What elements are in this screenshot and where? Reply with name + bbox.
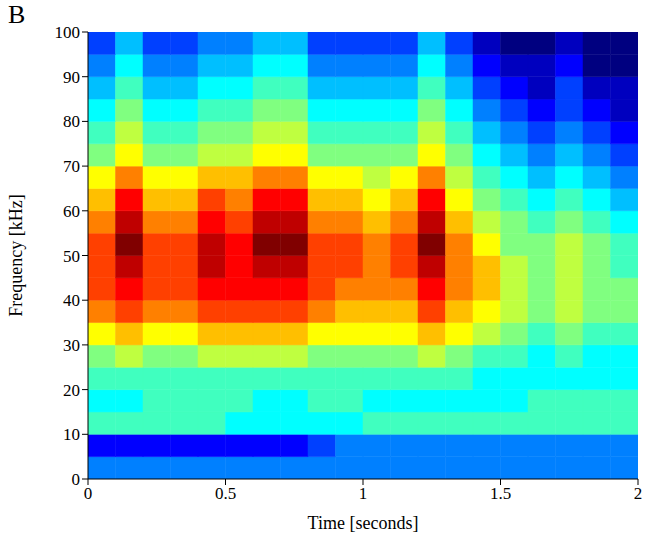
svg-text:50: 50 [63,247,80,266]
svg-text:100: 100 [55,23,81,42]
svg-text:1.5: 1.5 [490,484,511,503]
svg-text:0: 0 [84,484,93,503]
svg-text:60: 60 [63,202,80,221]
svg-text:40: 40 [63,291,80,310]
svg-text:Frequency [kHz]: Frequency [kHz] [6,194,26,316]
svg-text:1: 1 [359,484,368,503]
svg-text:2: 2 [634,484,643,503]
svg-text:0.5: 0.5 [215,484,236,503]
svg-text:90: 90 [63,68,80,87]
svg-text:0: 0 [72,470,81,489]
svg-text:20: 20 [63,381,80,400]
svg-text:70: 70 [63,157,80,176]
svg-text:Time [seconds]: Time [seconds] [308,513,419,533]
svg-text:10: 10 [63,425,80,444]
svg-text:80: 80 [63,112,80,131]
html-text:B: B [8,0,26,29]
svg-text:30: 30 [63,336,80,355]
